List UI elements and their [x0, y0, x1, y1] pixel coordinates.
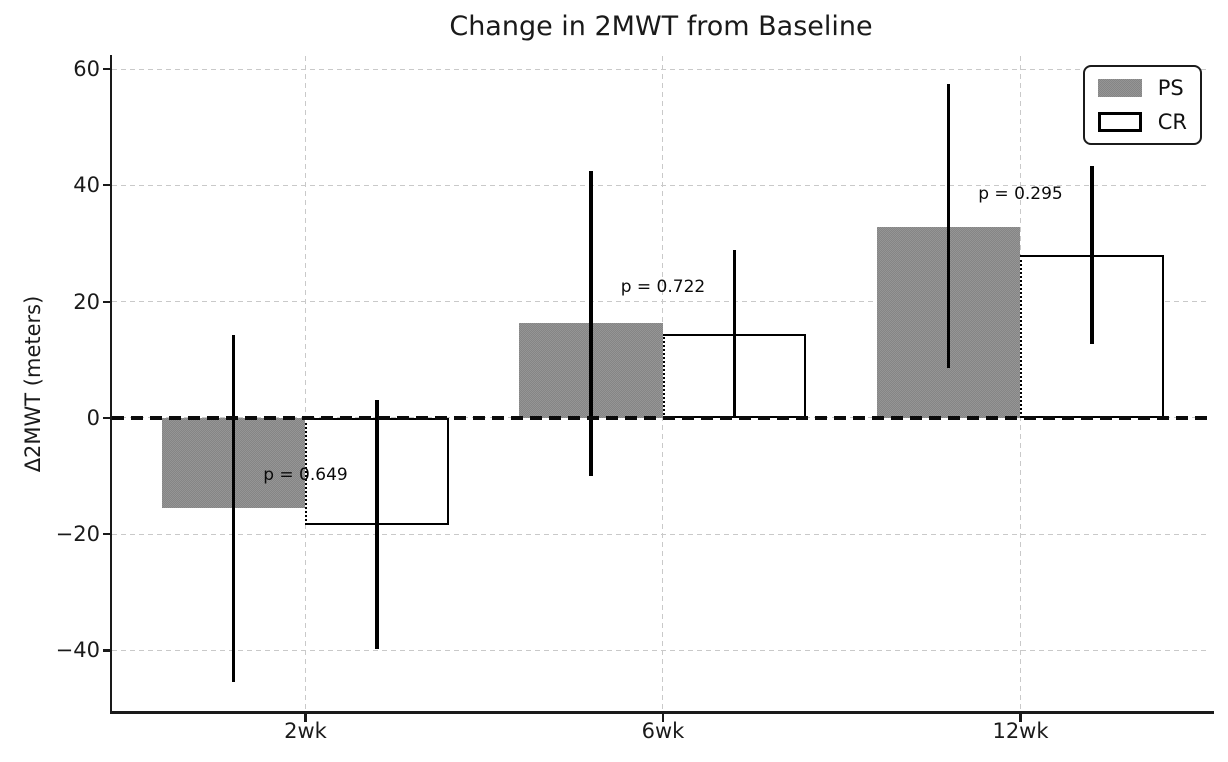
- y-axis-spine: [109, 55, 112, 714]
- legend-label-ps: PS: [1157, 76, 1184, 100]
- y-tick: [103, 67, 112, 71]
- plot-area: PS CR p = 0.649 p = 0.722 p = 0.295: [112, 56, 1210, 713]
- y-tick-label: −20: [55, 522, 100, 547]
- x-tick-label: 2wk: [284, 719, 327, 743]
- chart-title: Change in 2MWT from Baseline: [449, 11, 873, 42]
- y-tick: [103, 533, 112, 536]
- x-tick: [661, 713, 665, 722]
- legend-item-ps: PS: [1097, 76, 1187, 100]
- x-tick: [1019, 713, 1022, 722]
- y-tick: [103, 300, 112, 303]
- x-tick-label: 6wk: [641, 719, 685, 743]
- gridline-h: [112, 301, 1210, 303]
- y-tick-label: 40: [73, 173, 100, 198]
- gridline-h: [112, 68, 1210, 70]
- y-tick-label: 60: [73, 57, 100, 82]
- x-axis-spine: [109, 711, 1214, 714]
- y-tick: [103, 416, 112, 420]
- error-bar-cr-6wk: [732, 250, 737, 417]
- gridline-v: [304, 56, 306, 713]
- legend: PS CR: [1082, 65, 1202, 145]
- gridline-h: [112, 649, 1210, 651]
- p-value-label: p = 0.722: [620, 277, 706, 298]
- legend-swatch-ps-icon: [1097, 79, 1142, 97]
- y-axis-label: Δ2MWT (meters): [21, 295, 45, 473]
- error-bar-ps-12wk: [946, 84, 951, 369]
- x-tick-label: 12wk: [992, 719, 1049, 743]
- error-bar-cr-2wk: [375, 399, 379, 649]
- y-tick: [103, 649, 112, 652]
- y-tick: [103, 184, 112, 187]
- legend-item-cr: CR: [1097, 110, 1187, 134]
- legend-label-cr: CR: [1157, 110, 1187, 134]
- error-bar-ps-2wk: [231, 334, 236, 683]
- gridline-h: [112, 533, 1210, 535]
- zero-line: [112, 416, 1210, 420]
- p-value-label: p = 0.649: [263, 464, 348, 485]
- legend-swatch-cr-icon: [1097, 112, 1142, 132]
- y-tick-label: 0: [86, 405, 100, 430]
- y-tick-label: −40: [55, 638, 100, 663]
- p-value-label: p = 0.295: [978, 184, 1063, 205]
- error-bar-cr-12wk: [1090, 166, 1094, 344]
- x-tick: [304, 713, 307, 722]
- error-bar-ps-6wk: [589, 171, 593, 477]
- y-tick-label: 20: [73, 289, 100, 314]
- gridline-h: [112, 184, 1210, 186]
